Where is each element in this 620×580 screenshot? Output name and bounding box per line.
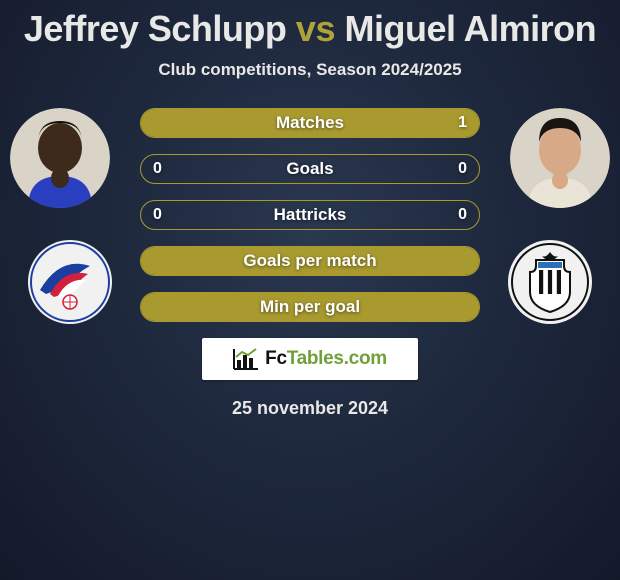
stat-value-right: 1	[458, 109, 467, 137]
player2-name: Miguel Almiron	[344, 8, 596, 49]
stat-bar: Min per goal	[140, 292, 480, 322]
player2-avatar	[510, 108, 610, 208]
stat-label: Hattricks	[141, 201, 479, 229]
comparison-date: 25 november 2024	[0, 398, 620, 419]
stat-bar: Goals0 0	[140, 154, 480, 184]
player1-name: Jeffrey Schlupp	[24, 8, 287, 49]
stat-label: Min per goal	[141, 293, 479, 321]
stat-bar: Goals per match	[140, 246, 480, 276]
stat-bar: Hattricks0 0	[140, 200, 480, 230]
branding-prefix: Fc	[265, 348, 287, 369]
stat-value-right: 0	[458, 155, 467, 183]
player1-club-crest	[28, 240, 112, 324]
comparison-panel: Matches1Goals00Hattricks00Goals per matc…	[0, 108, 620, 419]
stat-bar: Matches1	[140, 108, 480, 138]
branding-chart-icon	[233, 348, 259, 370]
player2-club-crest	[508, 240, 592, 324]
stat-label: Matches	[141, 109, 479, 137]
player1-avatar	[10, 108, 110, 208]
stat-value-left: 0	[153, 155, 162, 183]
subtitle: Club competitions, Season 2024/2025	[0, 60, 620, 80]
branding-suffix: Tables.com	[287, 348, 387, 369]
vs-text: vs	[296, 8, 335, 49]
comparison-title: Jeffrey Schlupp vs Miguel Almiron	[0, 0, 620, 50]
branding-text: FcTables.com	[265, 348, 387, 370]
branding-badge: FcTables.com	[202, 338, 418, 380]
stat-label: Goals	[141, 155, 479, 183]
stat-value-left: 0	[153, 201, 162, 229]
stat-label: Goals per match	[141, 247, 479, 275]
stats-bars: Matches1Goals00Hattricks00Goals per matc…	[140, 108, 480, 322]
stat-value-right: 0	[458, 201, 467, 229]
